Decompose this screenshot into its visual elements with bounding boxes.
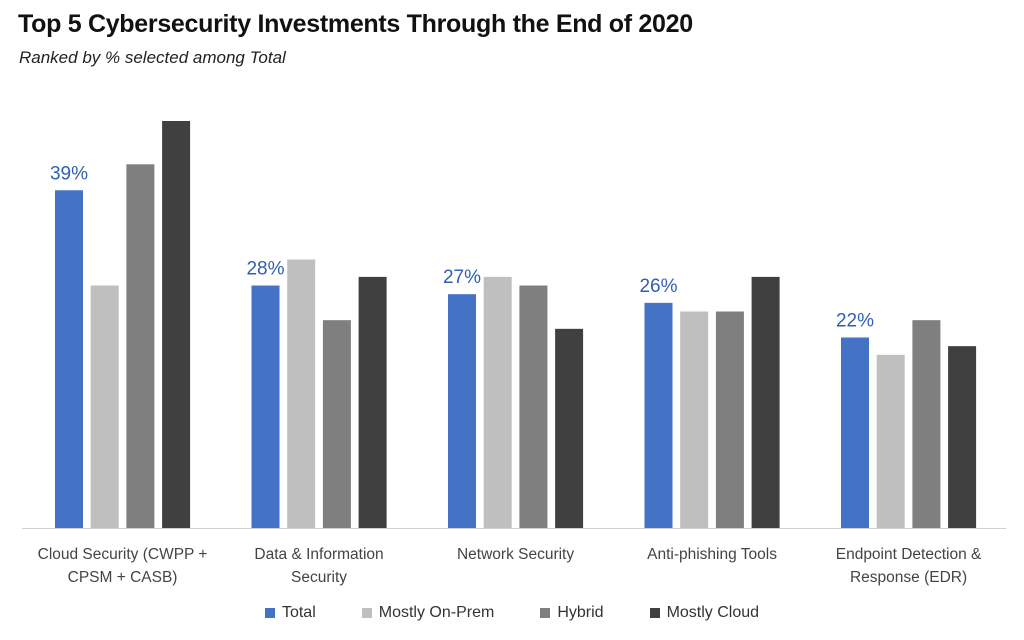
data-label-total-2: 28%: [246, 259, 284, 280]
data-label-total-4: 26%: [639, 276, 677, 297]
bar-total-3: [448, 294, 476, 528]
bar-chart: 39% 28% 27% 26% 22% Cloud Security (CWPP + CP…: [22, 121, 1006, 586]
category-label-line: Cloud Security (CWPP +: [38, 546, 208, 563]
legend-item-total: Total: [264, 604, 316, 622]
legend-swatch: [264, 608, 275, 618]
bar-hybrid-4: [715, 311, 744, 528]
bar-total-2: [251, 285, 280, 528]
bar-hybrid-1: [126, 164, 155, 529]
data-labels-group: 39% 28% 27% 26% 22%: [50, 163, 874, 331]
category-label-line: CPSM + CASB): [68, 569, 178, 586]
category-label-1: Cloud Security (CWPP + CPSM + CASB): [38, 546, 208, 586]
category-label-line: Endpoint Detection &: [836, 546, 982, 563]
data-label-total-5: 22%: [836, 310, 874, 331]
bar-mostly-cloud-5: [948, 346, 977, 528]
category-label-5: Endpoint Detection & Response (EDR): [836, 546, 982, 586]
category-label-2: Data & Information Security: [254, 546, 383, 586]
bar-hybrid-2: [322, 320, 351, 528]
bar-total-4: [644, 302, 673, 528]
bar-mostly-cloud-3: [555, 328, 584, 528]
legend-label: Hybrid: [557, 604, 604, 621]
bar-hybrid-3: [519, 285, 548, 528]
legend-label: Mostly Cloud: [666, 604, 760, 621]
bar-total-5: [841, 337, 869, 528]
category-label-line: Security: [291, 569, 347, 586]
legend-item-hybrid: Hybrid: [540, 604, 604, 622]
legend-swatch: [361, 608, 372, 618]
bar-mostly-on-prem-5: [876, 354, 905, 528]
category-labels-group: Cloud Security (CWPP + CPSM + CASB) Data &…: [38, 546, 982, 586]
bar-mostly-on-prem-4: [680, 311, 709, 528]
chart-subtitle: Ranked by % selected among Total: [19, 48, 286, 67]
bar-hybrid-5: [912, 320, 941, 528]
legend-swatch: [540, 608, 551, 618]
legend: Total Mostly On-Prem Hybrid Mostly Cloud: [0, 604, 1024, 622]
legend-item-mostly-on-prem: Mostly On-Prem: [361, 604, 495, 622]
bar-mostly-on-prem-1: [90, 285, 119, 528]
category-label-line: Response (EDR): [850, 569, 967, 586]
category-label-line: Network Security: [457, 546, 574, 563]
legend-label: Mostly On-Prem: [378, 604, 495, 621]
bar-mostly-cloud-2: [358, 276, 387, 528]
chart-title: Top 5 Cybersecurity Investments Through …: [18, 10, 693, 38]
data-label-total-3: 27%: [443, 267, 481, 288]
category-label-line: Data & Information: [254, 546, 383, 563]
legend-item-mostly-cloud: Mostly Cloud: [649, 604, 760, 622]
data-label-total-1: 39%: [50, 163, 88, 184]
bar-total-1: [55, 190, 83, 528]
legend-label: Total: [281, 604, 316, 621]
category-label-4: Anti-phishing Tools: [647, 546, 777, 563]
bar-mostly-cloud-4: [751, 276, 780, 528]
legend-swatch: [649, 608, 660, 618]
bars-group: [55, 121, 977, 529]
bar-mostly-cloud-1: [162, 121, 191, 528]
bar-mostly-on-prem-3: [483, 276, 512, 528]
category-label-3: Network Security: [457, 546, 574, 563]
bar-mostly-on-prem-2: [287, 259, 316, 528]
category-label-line: Anti-phishing Tools: [647, 546, 777, 563]
